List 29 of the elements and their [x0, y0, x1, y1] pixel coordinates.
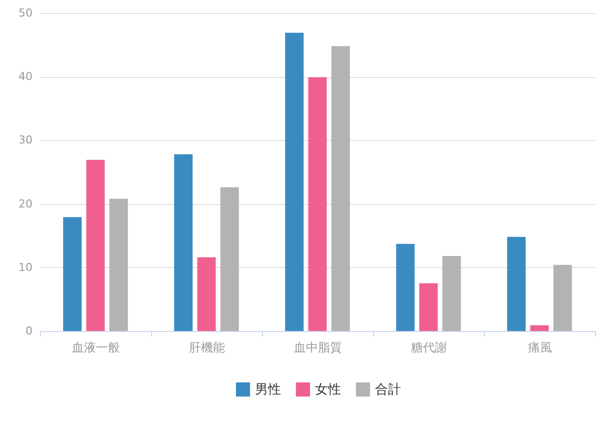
y-tick-label: 20 — [18, 197, 32, 210]
bar — [220, 187, 239, 331]
legend-label: 合計 — [375, 382, 401, 398]
y-tick-label: 10 — [18, 260, 32, 274]
y-tick-label: 30 — [18, 134, 32, 147]
bar — [308, 77, 327, 331]
bar — [507, 236, 526, 331]
bar — [63, 217, 82, 331]
bar — [285, 32, 304, 331]
bar — [419, 283, 438, 331]
bar — [553, 264, 572, 331]
legend-label: 男性 — [255, 382, 281, 398]
x-tick-label: 糖代謝 — [411, 340, 447, 354]
bar — [174, 154, 193, 331]
x-tick-label: 肝機能 — [189, 340, 225, 354]
y-tick-label: 0 — [26, 324, 32, 338]
bar — [331, 46, 350, 331]
bar — [109, 198, 128, 331]
bar — [530, 325, 549, 331]
x-tick-label: 血液一般 — [72, 340, 120, 354]
x-tick-label: 血中脂質 — [294, 340, 342, 354]
y-tick-label: 40 — [18, 70, 32, 84]
legend-label: 女性 — [315, 382, 341, 398]
y-tick-label: 50 — [18, 6, 32, 20]
bar — [396, 244, 415, 331]
bar — [442, 256, 461, 331]
bar — [86, 160, 105, 331]
bar — [197, 257, 216, 331]
x-tick-label: 痛風 — [528, 340, 552, 354]
